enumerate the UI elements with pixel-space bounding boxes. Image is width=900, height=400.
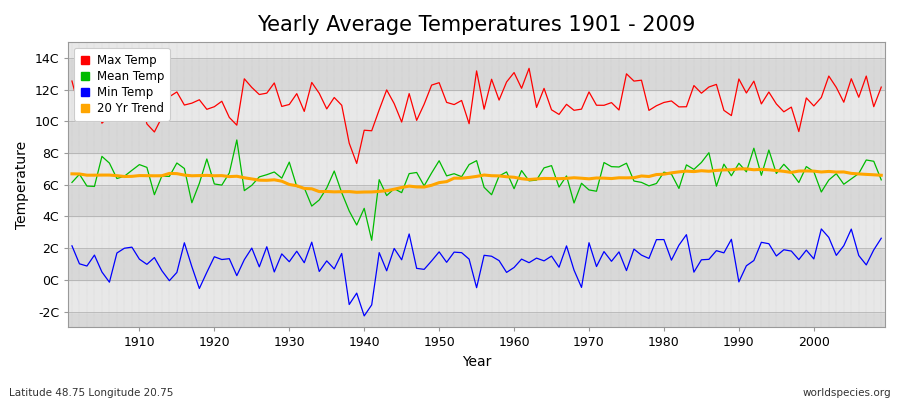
- Y-axis label: Temperature: Temperature: [15, 141, 29, 229]
- Title: Yearly Average Temperatures 1901 - 2009: Yearly Average Temperatures 1901 - 2009: [257, 15, 696, 35]
- X-axis label: Year: Year: [462, 355, 491, 369]
- Legend: Max Temp, Mean Temp, Min Temp, 20 Yr Trend: Max Temp, Mean Temp, Min Temp, 20 Yr Tre…: [74, 48, 170, 121]
- Bar: [68, 185, 885, 216]
- Text: worldspecies.org: worldspecies.org: [803, 388, 891, 398]
- Bar: [68, 42, 885, 58]
- Bar: [68, 312, 885, 328]
- Bar: [68, 280, 885, 312]
- Text: Latitude 48.75 Longitude 20.75: Latitude 48.75 Longitude 20.75: [9, 388, 174, 398]
- Bar: [68, 248, 885, 280]
- Bar: [68, 216, 885, 248]
- Bar: [68, 58, 885, 90]
- Bar: [68, 153, 885, 185]
- Bar: [68, 90, 885, 121]
- Bar: [68, 121, 885, 153]
